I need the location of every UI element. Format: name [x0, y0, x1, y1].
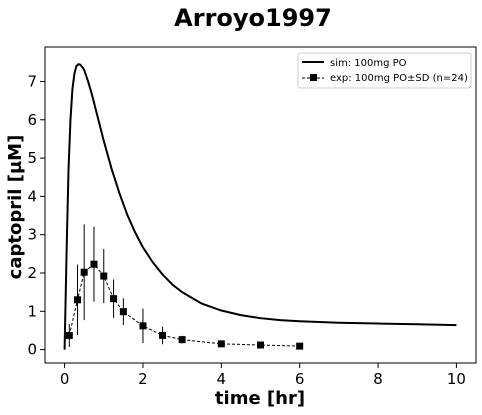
legend-exp-label: exp: 100mg PO±SD (n=24) [330, 73, 468, 84]
exp-data-point [110, 295, 118, 303]
legend-box [297, 52, 472, 89]
exp-data-point [65, 331, 73, 339]
x-tick-label: 0 [60, 370, 70, 388]
x-tick-label: 4 [217, 370, 227, 388]
exp-data-point [100, 272, 108, 280]
exp-data-point [257, 341, 264, 349]
exp-data-point [80, 268, 88, 276]
exp-data-point [74, 296, 82, 304]
y-tick-label: 2 [27, 264, 37, 282]
y-tick-label: 0 [27, 341, 37, 359]
plot-frame [44, 46, 477, 364]
chart-title: Arroyo1997 [174, 4, 332, 32]
plot-area [63, 63, 457, 350]
x-tick-label: 6 [295, 370, 305, 388]
exp-data-point [90, 260, 98, 268]
y-tick-label: 4 [27, 187, 37, 205]
exp-data-point [119, 308, 127, 316]
exp-data-point [178, 336, 186, 344]
exp-data-point [159, 331, 167, 339]
x-tick-label: 8 [373, 370, 383, 388]
legend: sim: 100mg PO exp: 100mg PO±SD (n=24) [297, 52, 472, 89]
axis-ticks: 0 2 4 6 8 10 0 1 2 3 4 5 6 7 [27, 72, 466, 388]
y-tick-label: 1 [27, 302, 37, 320]
y-tick-label: 3 [27, 226, 37, 244]
exp-data-point [296, 342, 304, 350]
exp-data-point [139, 322, 147, 330]
sim-series-line [63, 63, 457, 350]
y-tick-label: 7 [27, 72, 37, 90]
legend-sim-label: sim: 100mg PO [330, 58, 407, 69]
y-tick-label: 5 [27, 149, 37, 167]
y-tick-label: 6 [27, 111, 37, 129]
y-axis-label: captopril [µM] [5, 135, 26, 280]
x-axis-label: time [hr] [215, 388, 305, 409]
legend-exp-marker-icon [310, 74, 317, 81]
exp-data-point [217, 340, 225, 348]
x-tick-label: 10 [447, 370, 466, 388]
x-tick-label: 2 [138, 370, 148, 388]
